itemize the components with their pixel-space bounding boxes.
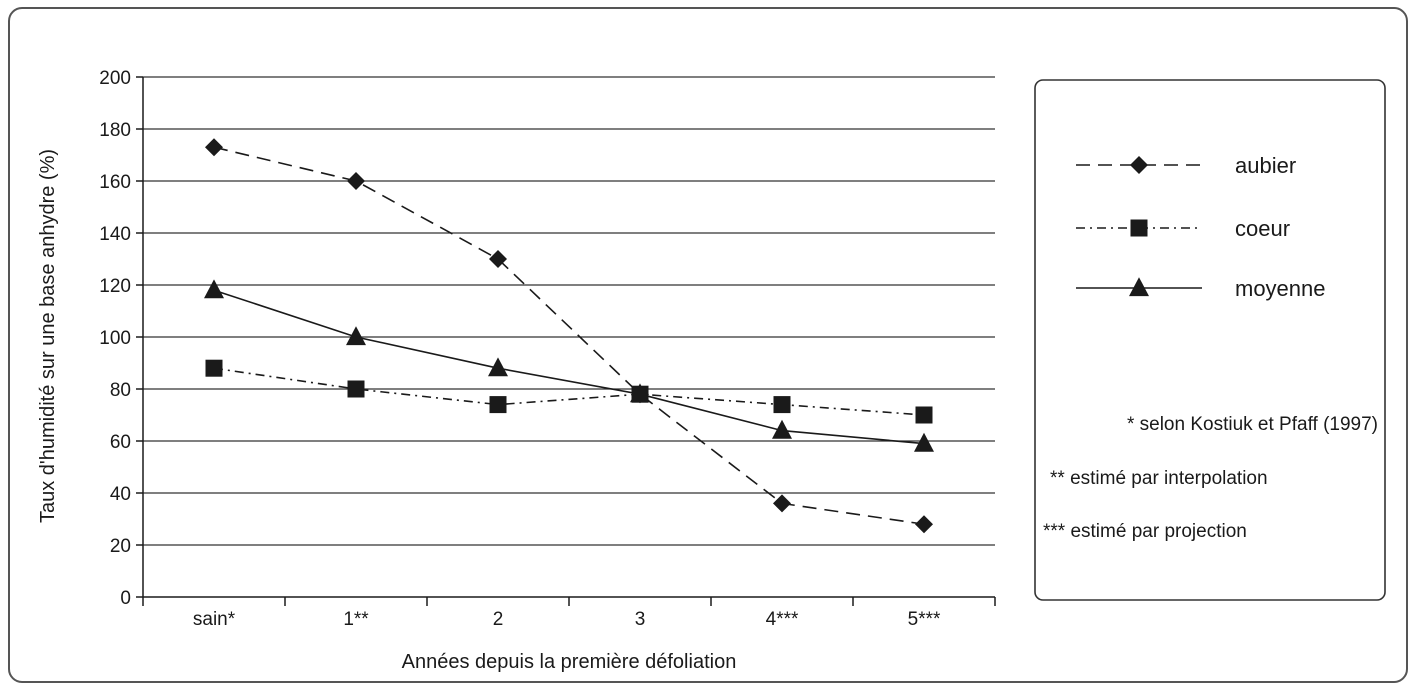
- y-tick-label: 100: [99, 328, 131, 349]
- legend-label-aubier: aubier: [1235, 153, 1296, 178]
- y-tick-label: 60: [110, 432, 131, 453]
- x-tick-label: 2: [493, 609, 504, 630]
- y-tick-label: 180: [99, 120, 131, 141]
- data-point-moyenne: [772, 419, 792, 439]
- legend-marker-coeur: [1130, 219, 1148, 237]
- data-point-moyenne: [630, 383, 650, 403]
- legend-marker-aubier: [1130, 156, 1148, 174]
- data-point-coeur: [773, 396, 791, 414]
- data-point-aubier: [915, 515, 933, 534]
- series-line-coeur: [213, 367, 925, 416]
- data-point-aubier: [347, 172, 365, 190]
- y-tick-label: 160: [99, 172, 131, 193]
- data-point-aubier: [773, 494, 791, 513]
- data-point-aubier: [205, 138, 223, 157]
- axes: 0 20 40 60 80 100 120 140 160 180 200 sain* 1** 2 3 4**…: [99, 68, 996, 630]
- data-point-coeur: [489, 396, 507, 414]
- y-tick-label: 140: [99, 224, 131, 245]
- note-interpolation: ** estimé par interpolation: [1050, 468, 1268, 489]
- series-markers: [204, 138, 934, 534]
- data-point-coeur: [347, 380, 365, 398]
- legend-label-moyenne: moyenne: [1235, 276, 1326, 301]
- series-line-aubier: [213, 146, 925, 525]
- note-kostiuk: * selon Kostiuk et Pfaff (1997): [1127, 414, 1378, 435]
- x-tick-label: 4***: [766, 609, 799, 630]
- y-tick-label: 80: [110, 380, 131, 401]
- x-axis-title: Années depuis la première défoliation: [402, 651, 737, 673]
- legend: aubier coeur moyenne: [1076, 153, 1326, 301]
- data-point-coeur: [205, 359, 223, 377]
- y-tick-label: 20: [110, 536, 131, 557]
- series-lines: [213, 146, 925, 525]
- data-point-moyenne: [914, 432, 934, 452]
- note-projection: *** estimé par projection: [1043, 521, 1247, 542]
- y-tick-label: 0: [120, 588, 131, 609]
- data-point-coeur: [915, 406, 933, 424]
- series-line-moyenne: [213, 289, 925, 445]
- data-point-moyenne: [204, 279, 224, 299]
- x-tick-label: 1**: [343, 609, 369, 630]
- y-tick-label: 40: [110, 484, 131, 505]
- legend-box: [1034, 79, 1386, 601]
- legend-marker-moyenne: [1129, 277, 1149, 297]
- x-tick-label: sain*: [193, 609, 236, 630]
- gridlines: [143, 76, 995, 546]
- data-point-moyenne: [488, 357, 508, 377]
- legend-label-coeur: coeur: [1235, 216, 1290, 241]
- y-axis-title: Taux d'humidité sur une base anhydre (%): [37, 149, 59, 523]
- data-point-moyenne: [346, 326, 366, 346]
- y-tick-label: 200: [99, 68, 131, 89]
- x-tick-label: 3: [635, 609, 646, 630]
- data-point-aubier: [489, 250, 507, 268]
- x-tick-label: 5***: [908, 609, 941, 630]
- y-tick-label: 120: [99, 276, 131, 297]
